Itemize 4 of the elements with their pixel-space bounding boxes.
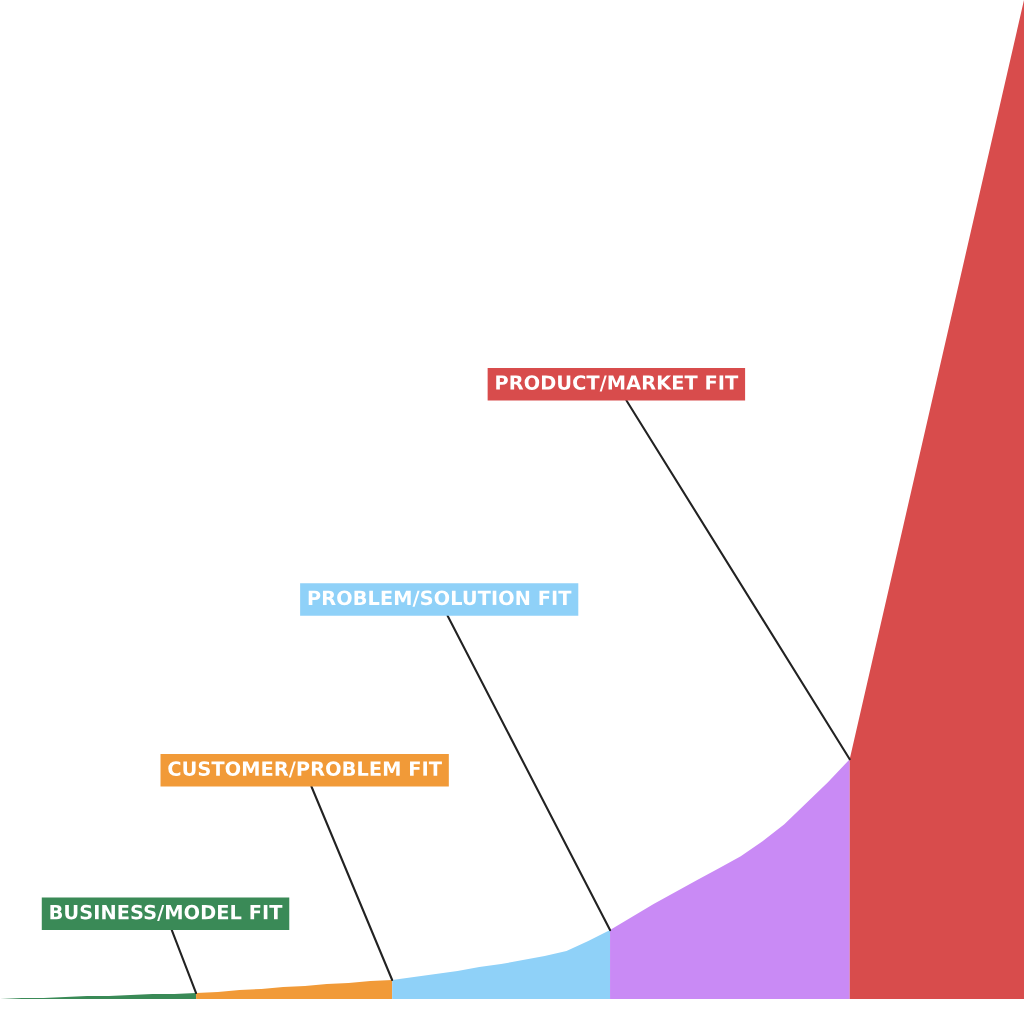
annotation: BUSINESS/MODEL FIT (50, 904, 283, 922)
annotation: CUSTOMER/PROBLEM FIT (168, 761, 442, 778)
annotation: PROBLEM/SOLUTION FIT (308, 590, 572, 607)
annotation: PRODUCT/MARKET FIT (496, 375, 739, 392)
